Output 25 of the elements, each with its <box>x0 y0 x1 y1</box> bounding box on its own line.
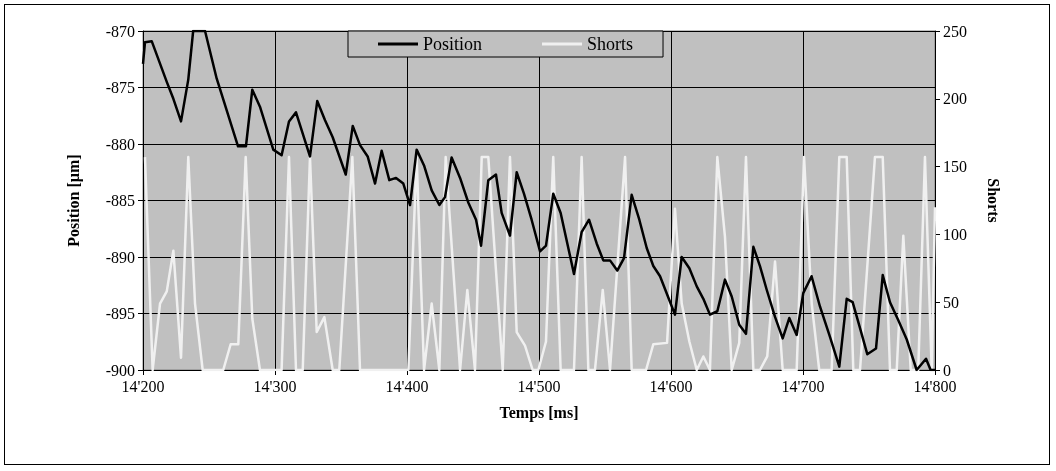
y-tick-label: -900 <box>105 361 135 379</box>
y2-tick-label: 150 <box>943 158 967 176</box>
y2-tick-label: 200 <box>943 90 967 108</box>
y-axis-title: Position [µm] <box>64 154 83 247</box>
x-tick-label: 14'400 <box>385 377 429 395</box>
x-tick-label: 14'500 <box>517 377 561 395</box>
y-tick-label: -895 <box>105 305 135 322</box>
x-tick-label: 14'200 <box>121 377 165 395</box>
x-tick-label: 14'600 <box>649 377 693 395</box>
legend-label: Position <box>423 34 483 54</box>
y2-axis-title: Shorts <box>984 178 1002 223</box>
y2-tick-label: 250 <box>943 22 967 40</box>
legend-label: Shorts <box>587 34 634 54</box>
y-tick-label: -875 <box>105 79 135 96</box>
y-tick-label: -885 <box>105 192 135 209</box>
x-tick-label: 14'700 <box>781 377 825 395</box>
x-tick-label: 14'800 <box>913 377 957 395</box>
y2-tick-label: 50 <box>943 293 959 311</box>
x-tick-label: 14'300 <box>253 377 297 395</box>
y2-tick-label: 0 <box>943 361 951 379</box>
y2-tick-label: 100 <box>943 225 967 243</box>
y-tick-label: -880 <box>105 135 135 153</box>
y-tick-label: -890 <box>105 248 135 266</box>
y-tick-label: -870 <box>105 22 135 40</box>
x-axis-title: Temps [ms] <box>499 403 579 422</box>
